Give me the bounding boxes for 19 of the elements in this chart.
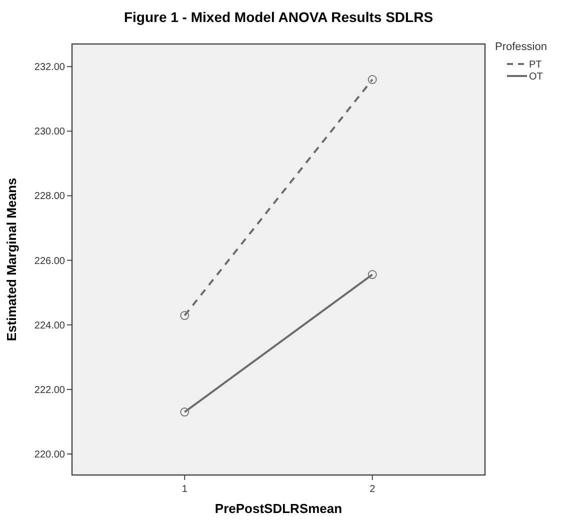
legend-label: OT — [529, 72, 543, 82]
y-tick-label: 224.00 — [34, 320, 66, 332]
point — [368, 75, 377, 84]
x-axis-title: PrePostSDLRSmean — [214, 501, 342, 516]
point — [180, 408, 190, 417]
y-tick-label: 220.00 — [34, 450, 66, 461]
point — [368, 270, 377, 280]
y-tick-label: 222.00 — [34, 384, 66, 396]
y-tick-label: 230.00 — [34, 126, 66, 138]
y-tick-label: 228.00 — [34, 191, 66, 202]
y-tick-label: 226.00 — [34, 256, 66, 267]
x-tick-label: 1 — [182, 484, 188, 495]
x-tick-label: 2 — [370, 484, 376, 495]
legend-label: PT — [529, 60, 542, 70]
y-axis-title: Estimated Marginal Means — [4, 178, 19, 342]
y-tick-label: 232.00 — [34, 62, 66, 74]
point — [180, 311, 190, 320]
chart-title: Figure 1 - Mixed Model ANOVA Results SDLRS — [124, 9, 434, 25]
legend-title: Profession — [495, 41, 547, 53]
